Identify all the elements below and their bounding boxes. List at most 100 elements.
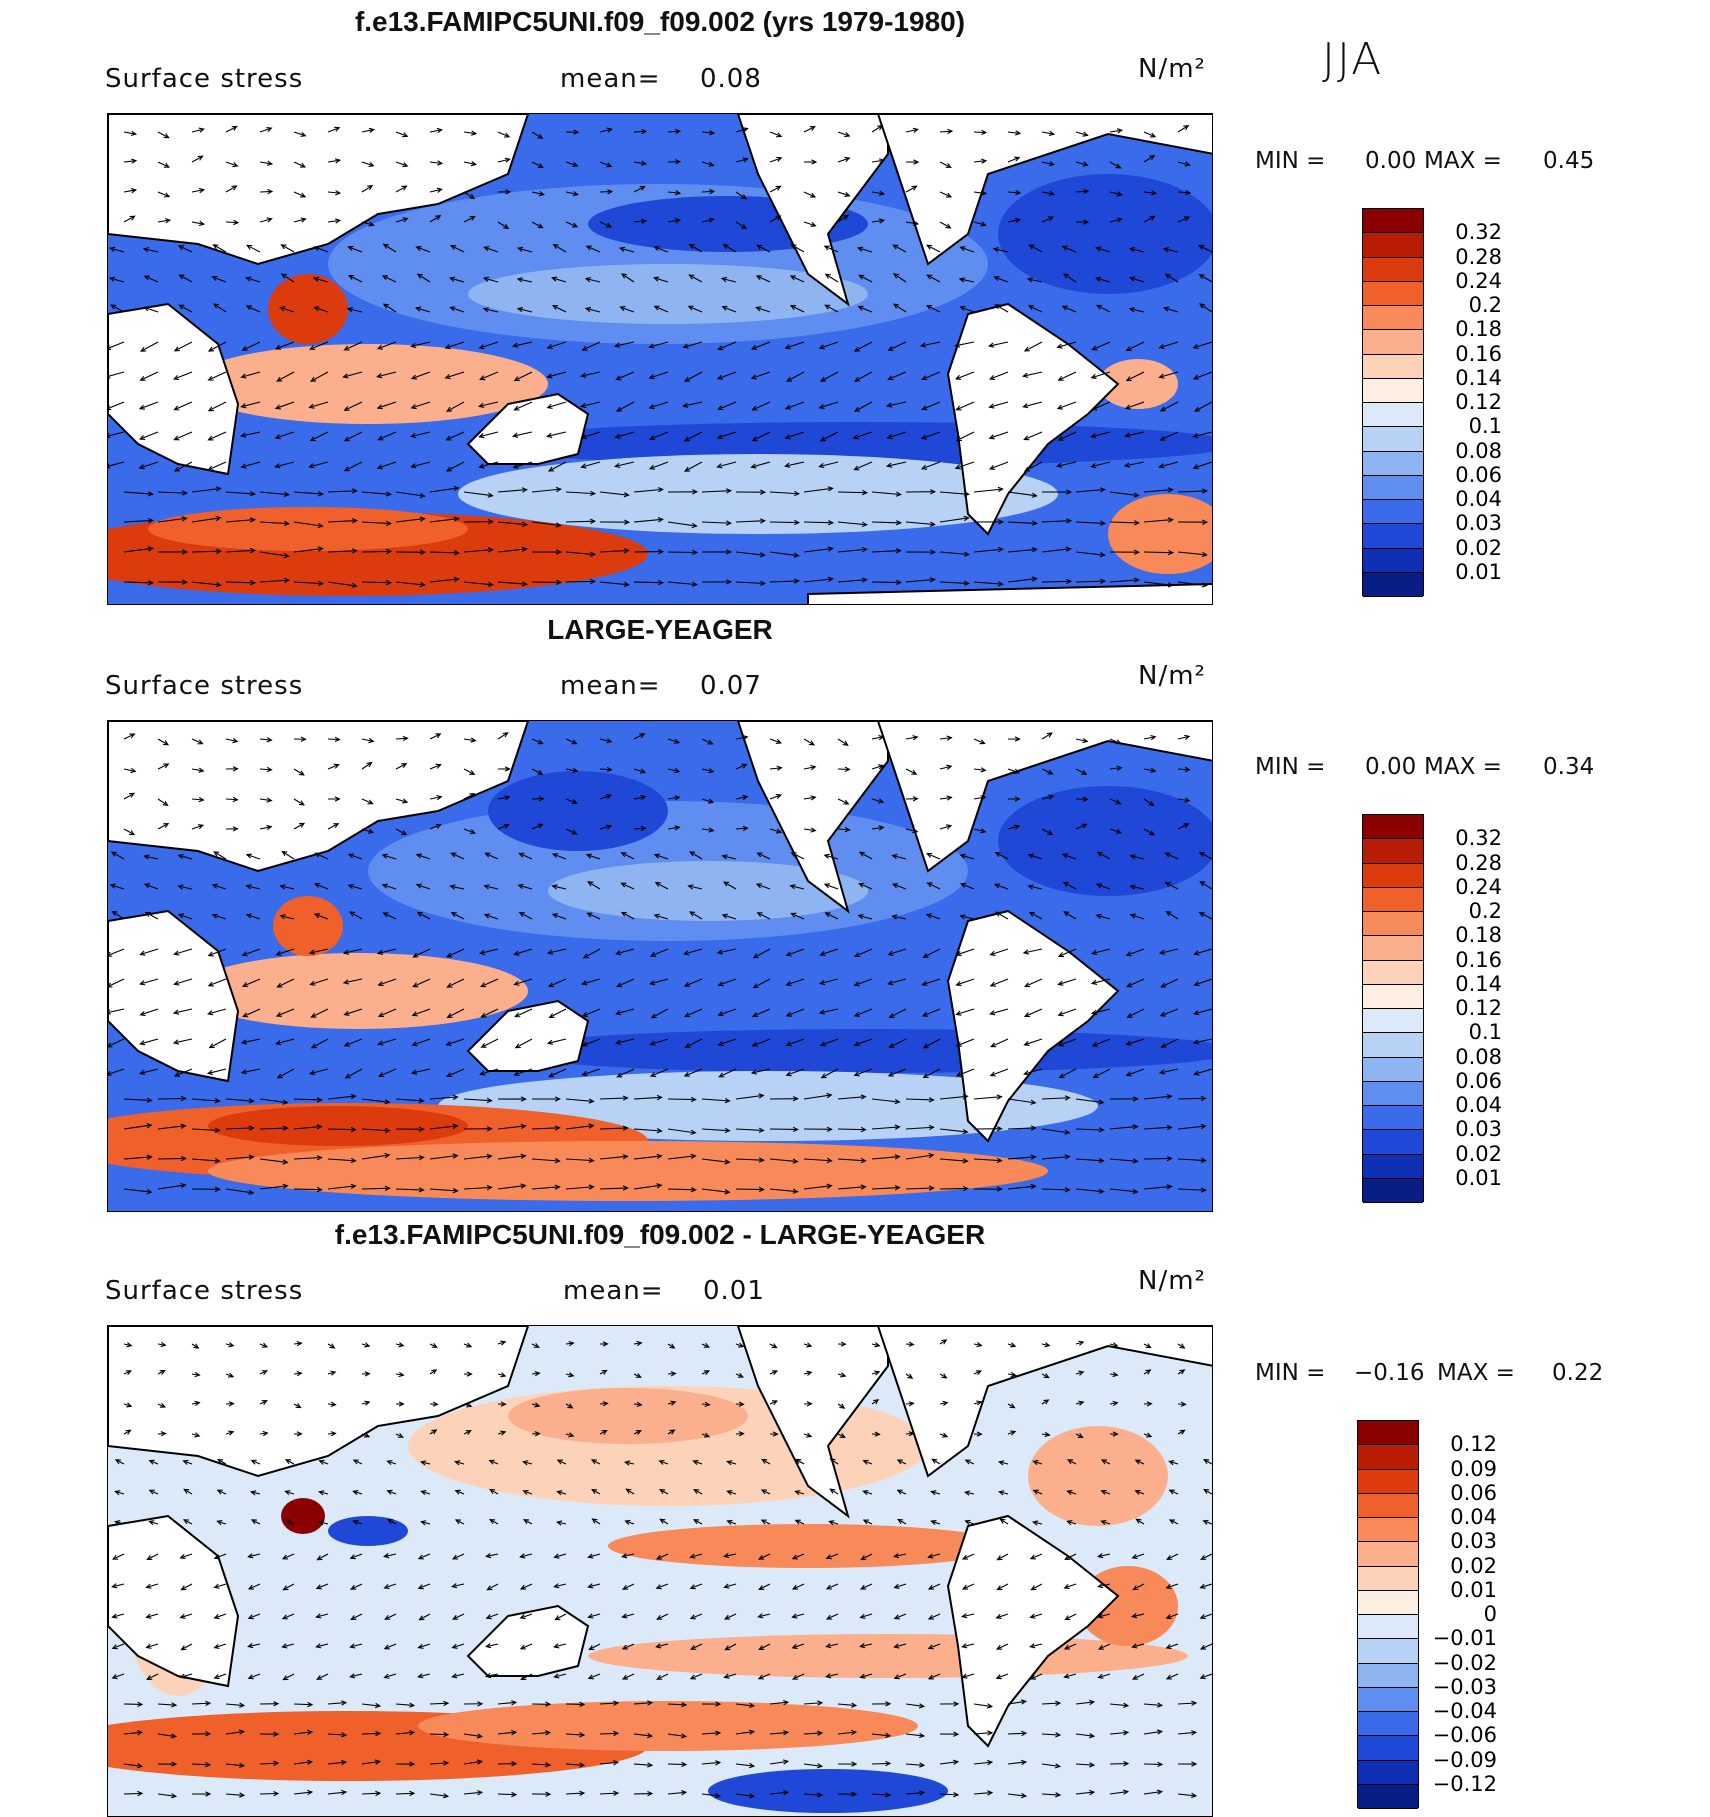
panel-3-max-label: MAX = <box>1437 1360 1515 1386</box>
colorbar-segment <box>1363 1009 1423 1033</box>
colorbar-tick-label: 0.08 <box>1424 439 1502 463</box>
colorbar-tick-label: 0.12 <box>1419 1432 1497 1456</box>
colorbar-segment <box>1363 282 1423 306</box>
colorbar-tick-label: 0.09 <box>1419 1457 1497 1481</box>
colorbar-segment <box>1363 209 1423 233</box>
colorbar-segment <box>1363 452 1423 476</box>
colorbar-segment <box>1358 1542 1418 1566</box>
colorbar-tick-label: 0.32 <box>1424 220 1502 244</box>
colorbar-segment <box>1358 1470 1418 1494</box>
colorbar-segment <box>1358 1591 1418 1615</box>
panel-3-variable: Surface stress <box>105 1276 303 1306</box>
panel-1-min-label: MIN = <box>1255 148 1325 174</box>
colorbar-segment <box>1363 1179 1423 1203</box>
stress-vector-arrow <box>1212 1433 1213 1437</box>
colorbar-tick-label: 0.18 <box>1424 923 1502 947</box>
stress-vector-arrow <box>1212 157 1213 162</box>
colorbar-segment <box>1363 839 1423 863</box>
season-label: JJA <box>1322 34 1383 85</box>
stress-vector-arrow <box>1212 517 1213 522</box>
colorbar-tick-label: 0.06 <box>1424 1069 1502 1093</box>
colorbar-segment <box>1358 1785 1418 1809</box>
colorbar-segment <box>1363 961 1423 985</box>
colorbar-tick-label: 0 <box>1419 1602 1497 1626</box>
stress-vector-arrow <box>1212 192 1213 198</box>
colorbar-segment <box>1363 1033 1423 1057</box>
panel-3-max-value: 0.22 <box>1552 1360 1603 1386</box>
colorbar-tick-label: 0.08 <box>1424 1045 1502 1069</box>
stress-vector-arrow <box>1212 799 1213 805</box>
colorbar-tick-label: 0.04 <box>1424 487 1502 511</box>
panel-2-title: LARGE-YEAGER <box>0 614 1320 646</box>
colorbar-segment <box>1363 985 1423 1009</box>
colorbar-segment <box>1358 1639 1418 1663</box>
stress-vector-arrow <box>1212 492 1213 496</box>
panel-1-colorbar <box>1362 208 1424 596</box>
colorbar-segment <box>1363 524 1423 548</box>
colorbar-tick-label: 0.04 <box>1419 1505 1497 1529</box>
panel-3-difference-field <box>108 1326 1213 1817</box>
colorbar-segment <box>1363 815 1423 839</box>
colorbar-tick-label: 0.01 <box>1419 1578 1497 1602</box>
colorbar-tick-label: −0.01 <box>1419 1626 1497 1650</box>
colorbar-segment <box>1363 355 1423 379</box>
colorbar-tick-label: 0.06 <box>1419 1481 1497 1505</box>
stress-vector-arrow <box>1212 1703 1213 1707</box>
stress-vector-arrow <box>1212 1189 1213 1194</box>
panel-3-units: N/m² <box>1138 1266 1206 1296</box>
panel-2-units: N/m² <box>1138 661 1206 691</box>
colorbar-segment <box>1363 1082 1423 1106</box>
colorbar-tick-label: 0.28 <box>1424 245 1502 269</box>
panel-3-mean-label: mean= <box>563 1276 664 1306</box>
panel-3-min-value: −0.16 <box>1354 1360 1424 1386</box>
colorbar-tick-label: −0.06 <box>1419 1723 1497 1747</box>
colorbar-segment <box>1363 888 1423 912</box>
colorbar-tick-label: 0.03 <box>1424 1117 1502 1141</box>
panel-2-min-label: MIN = <box>1255 754 1325 780</box>
colorbar-segment <box>1358 1567 1418 1591</box>
stress-vector-arrow <box>1212 1097 1213 1101</box>
colorbar-segment <box>1363 1106 1423 1130</box>
colorbar-segment <box>1358 1664 1418 1688</box>
colorbar-segment <box>1358 1712 1418 1736</box>
colorbar-tick-label: 0.01 <box>1424 1166 1502 1190</box>
colorbar-tick-label: 0.16 <box>1424 948 1502 972</box>
stress-vector-arrow <box>1212 1733 1213 1737</box>
colorbar-segment <box>1363 379 1423 403</box>
panel-1-title: f.e13.FAMIPC5UNI.f09_f09.002 (yrs 1979-1… <box>0 6 1320 38</box>
panel-3-min-label: MIN = <box>1255 1360 1325 1386</box>
stress-vector-arrow <box>1212 828 1213 832</box>
stress-vector-arrow <box>1212 739 1213 743</box>
colorbar-segment <box>1358 1761 1418 1785</box>
colorbar-tick-label: −0.09 <box>1419 1748 1497 1772</box>
colorbar-segment <box>1358 1688 1418 1712</box>
panel-2-max-value: 0.34 <box>1543 754 1594 780</box>
colorbar-tick-label: 0.01 <box>1424 560 1502 584</box>
colorbar-tick-label: 0.06 <box>1424 463 1502 487</box>
colorbar-tick-label: −0.02 <box>1419 1651 1497 1675</box>
colorbar-segment <box>1363 1130 1423 1154</box>
colorbar-segment <box>1363 258 1423 282</box>
colorbar-segment <box>1363 403 1423 427</box>
colorbar-tick-label: 0.03 <box>1419 1529 1497 1553</box>
colorbar-tick-label: −0.03 <box>1419 1675 1497 1699</box>
colorbar-segment <box>1358 1421 1418 1445</box>
colorbar-tick-label: 0.24 <box>1424 269 1502 293</box>
colorbar-segment <box>1363 330 1423 354</box>
stress-vector-arrow <box>1212 1401 1213 1405</box>
colorbar-tick-label: 0.2 <box>1424 899 1502 923</box>
colorbar-tick-label: 0.04 <box>1424 1093 1502 1117</box>
stress-vector-arrow <box>1212 1371 1213 1375</box>
stress-vector-arrow <box>1212 552 1213 557</box>
colorbar-segment <box>1363 1155 1423 1179</box>
panel-1-map <box>107 113 1213 605</box>
colorbar-segment <box>1363 864 1423 888</box>
stress-vector-arrow <box>1212 764 1213 769</box>
colorbar-tick-label: 0.02 <box>1419 1554 1497 1578</box>
panel-2-max-label: MAX = <box>1424 754 1502 780</box>
panel-1-max-label: MAX = <box>1424 148 1502 174</box>
stress-vector-arrow <box>1212 1154 1213 1159</box>
colorbar-tick-label: 0.32 <box>1424 826 1502 850</box>
colorbar-segment <box>1358 1615 1418 1639</box>
stress-vector-arrow <box>1212 577 1213 582</box>
